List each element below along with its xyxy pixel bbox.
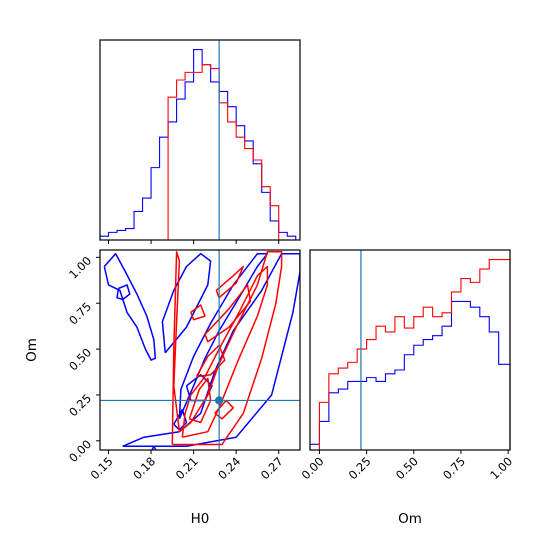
om-hist-tick-label-2: 0.50	[393, 454, 421, 482]
h0-tick-label-0: 0.15	[88, 454, 116, 482]
om-x-axis-ticks: 0.00 0.25 0.50 0.75 1.00	[299, 450, 515, 482]
om-tick-label-4: 1.00	[66, 254, 94, 282]
red-contour-6	[190, 304, 206, 321]
h0-tick-label-2: 0.21	[173, 454, 201, 482]
om-hist-tick-label-3: 0.75	[440, 454, 468, 482]
h0-histogram-step-1	[100, 64, 296, 241]
h0-tick-label-1: 0.18	[130, 454, 158, 482]
h0-histogram-panel	[99, 39, 301, 244]
red-contour-4	[204, 284, 252, 343]
contour-frame	[99, 249, 301, 451]
om-histogram-step-1	[310, 258, 511, 451]
om-hist-tick-label-4: 1.00	[487, 454, 515, 482]
contour-series	[103, 251, 300, 450]
h0-tick-label-4: 0.27	[258, 454, 286, 482]
om-tick-label-2: 0.50	[66, 345, 94, 373]
red-contour-3	[195, 344, 226, 378]
h0-histogram-ticks	[108, 240, 280, 244]
om-hist-tick-label-1: 0.25	[346, 454, 374, 482]
om-x-axis-label: Om	[398, 511, 422, 527]
h0-axis-label: H0	[191, 511, 210, 527]
h0-histogram-frame	[99, 39, 301, 241]
blue-contour-7	[151, 445, 157, 450]
om-histogram-step-0	[309, 300, 511, 450]
om-histogram-panel: 0.00 0.25 0.50 0.75 1.00 Om	[299, 249, 515, 527]
om-y-axis-ticks: 0.00 0.25 0.50 0.75 1.00	[66, 254, 100, 465]
blue-contour-4	[116, 284, 131, 301]
h0-om-contour-panel: 0.15 0.18 0.21 0.24 0.27 0.00 0.25 0.50 0.75 1.0…	[24, 249, 301, 527]
om-tick-label-0: 0.00	[66, 437, 94, 465]
h0-histogram-step-0	[99, 48, 297, 240]
om-tick-label-3: 0.75	[66, 299, 94, 327]
blue-contour-0	[122, 252, 300, 448]
red-contour-5	[215, 265, 245, 299]
om-axis-label: Om	[24, 338, 40, 362]
h0-x-axis-ticks: 0.15 0.18 0.21 0.24 0.27	[88, 450, 286, 482]
blue-contour-3	[103, 252, 157, 361]
truth-point-marker	[214, 396, 224, 405]
om-hist-tick-label-0: 0.00	[299, 454, 327, 482]
blue-contour-1	[178, 252, 269, 420]
blue-contour-5	[173, 408, 188, 431]
blue-contour-2	[161, 252, 212, 354]
om-histogram-frame	[309, 249, 511, 451]
h0-tick-label-3: 0.24	[215, 454, 243, 482]
red-contour-0	[171, 251, 283, 446]
om-tick-label-1: 0.25	[66, 391, 94, 419]
red-contour-2	[188, 377, 212, 424]
h0-histogram-series	[99, 48, 297, 241]
om-histogram-series	[309, 258, 511, 451]
